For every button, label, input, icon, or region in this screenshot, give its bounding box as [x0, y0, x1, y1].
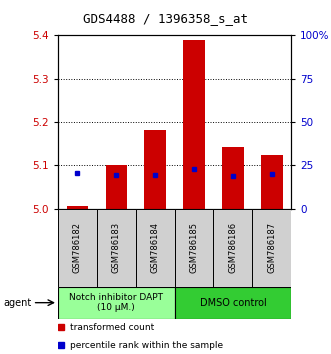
Bar: [58, 287, 175, 319]
Text: GSM786184: GSM786184: [151, 222, 160, 273]
Bar: [97, 209, 136, 287]
Bar: [58, 209, 97, 287]
Text: GSM786185: GSM786185: [190, 222, 199, 273]
Text: DMSO control: DMSO control: [200, 298, 266, 308]
Bar: [136, 209, 174, 287]
Text: Notch inhibitor DAPT
(10 μM.): Notch inhibitor DAPT (10 μM.): [69, 293, 163, 312]
Text: GSM786183: GSM786183: [112, 222, 121, 273]
Text: GSM786187: GSM786187: [267, 222, 276, 273]
Bar: [175, 287, 291, 319]
Text: agent: agent: [3, 298, 31, 308]
Bar: [261, 155, 283, 209]
Text: GSM786182: GSM786182: [73, 222, 82, 273]
Bar: [144, 130, 166, 209]
Text: GDS4488 / 1396358_s_at: GDS4488 / 1396358_s_at: [83, 12, 248, 25]
Bar: [183, 40, 205, 209]
Text: percentile rank within the sample: percentile rank within the sample: [70, 341, 223, 350]
Bar: [106, 166, 127, 209]
Bar: [67, 206, 88, 209]
Text: transformed count: transformed count: [70, 323, 154, 332]
Bar: [252, 209, 291, 287]
Bar: [175, 209, 213, 287]
Bar: [222, 147, 244, 209]
Text: GSM786186: GSM786186: [228, 222, 237, 273]
Bar: [213, 209, 252, 287]
